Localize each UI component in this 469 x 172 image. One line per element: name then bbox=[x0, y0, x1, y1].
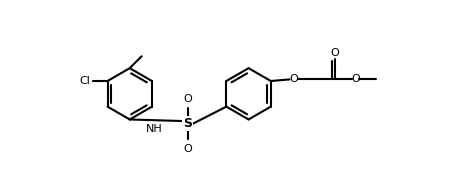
Text: S: S bbox=[183, 117, 192, 130]
Text: O: O bbox=[183, 94, 192, 104]
Text: O: O bbox=[331, 48, 340, 58]
Text: O: O bbox=[351, 74, 360, 84]
Text: NH: NH bbox=[145, 124, 162, 134]
Text: Cl: Cl bbox=[79, 76, 91, 86]
Text: O: O bbox=[289, 74, 298, 84]
Text: O: O bbox=[183, 144, 192, 154]
